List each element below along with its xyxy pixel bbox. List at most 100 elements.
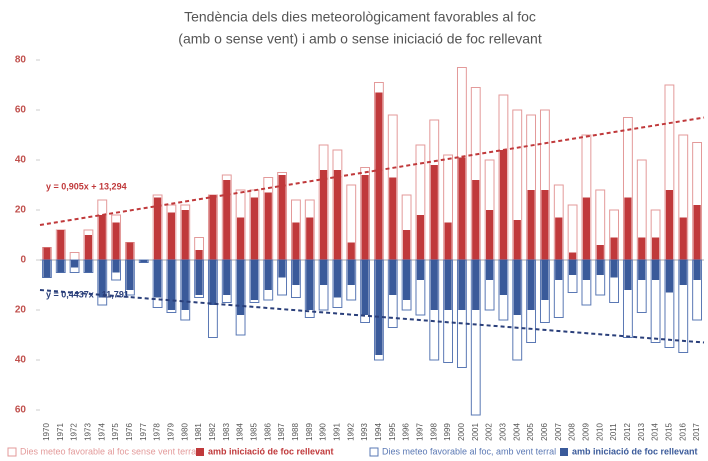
bar (541, 190, 549, 260)
bar (70, 260, 79, 268)
x-tick-label: 2017 (692, 423, 701, 441)
bar (568, 252, 577, 260)
trendline (39, 116, 705, 226)
bar (679, 217, 687, 260)
legend-label: amb iniciació de foc rellevant (572, 446, 698, 456)
trendline-label: y = 0,4437x - 11,791 (46, 289, 129, 299)
legend-label: Dies meteo favorable al foc sense vent t… (20, 446, 198, 456)
bar (167, 260, 176, 310)
bar (153, 260, 162, 298)
bar (389, 177, 397, 260)
bar (126, 260, 134, 290)
bar (513, 260, 521, 315)
x-tick-label: 2002 (485, 423, 494, 441)
bar (444, 222, 452, 260)
bar (665, 190, 674, 260)
trendline (39, 289, 705, 344)
x-tick-label: 1981 (194, 423, 203, 441)
bar (153, 197, 162, 260)
bar (499, 260, 508, 295)
x-tick-label: 1994 (374, 423, 383, 441)
x-tick-label: 2015 (665, 423, 674, 441)
bar (375, 92, 383, 260)
legend-marker (7, 447, 17, 457)
x-tick-label: 2013 (637, 423, 646, 441)
bar (375, 260, 383, 355)
x-tick-label: 1983 (222, 423, 231, 441)
bar (499, 150, 508, 260)
bar (181, 260, 189, 310)
x-tick-label: 1993 (360, 423, 369, 441)
x-tick-label: 1996 (402, 423, 411, 441)
bar (69, 252, 80, 261)
bar (167, 212, 176, 260)
bar (458, 157, 466, 260)
bar (402, 260, 411, 300)
bar (292, 260, 300, 285)
bar (292, 222, 300, 260)
y-tick-label: 40 (15, 355, 27, 366)
bar (416, 260, 425, 280)
bar (651, 260, 660, 280)
x-tick-label: 2006 (540, 423, 549, 441)
bar (98, 215, 106, 260)
bar (209, 195, 217, 260)
bar (278, 260, 286, 278)
x-tick-label: 2014 (651, 423, 660, 441)
bar (347, 242, 355, 260)
bar (389, 260, 397, 295)
bar (43, 260, 51, 278)
bar (112, 260, 120, 273)
bar (444, 260, 452, 310)
x-tick-label: 1985 (250, 423, 259, 441)
bar (472, 260, 480, 310)
bar (430, 165, 438, 260)
bar (458, 260, 466, 310)
x-tick-label: 1986 (263, 423, 272, 441)
x-tick-label: 2012 (623, 423, 632, 441)
bar (555, 217, 563, 260)
bar (527, 190, 535, 260)
bar (485, 210, 494, 260)
bar (140, 260, 148, 263)
bar (57, 260, 65, 273)
x-tick-label: 1997 (416, 423, 425, 441)
x-tick-label: 2016 (678, 423, 687, 441)
legend-marker (369, 447, 379, 457)
x-tick-label: 2010 (595, 423, 604, 441)
y-tick-label: 0 (20, 255, 26, 266)
bar (416, 215, 425, 260)
bar (567, 204, 578, 261)
y-tick-label: 60 (15, 405, 27, 416)
chart-title: (amb o sense vent) i amb o sense iniciac… (178, 31, 542, 47)
bar (665, 260, 674, 293)
bar (361, 260, 369, 315)
x-tick-label: 1976 (125, 423, 134, 441)
bar (693, 260, 701, 280)
x-tick-label: 2001 (471, 423, 480, 441)
bar (361, 175, 369, 260)
bar (582, 260, 591, 280)
bar (651, 237, 660, 260)
bar (223, 260, 231, 295)
bar (181, 210, 189, 260)
x-tick-label: 1971 (56, 423, 65, 441)
x-tick-label: 1992 (346, 423, 355, 441)
x-tick-label: 2004 (512, 423, 521, 441)
bar (693, 205, 701, 260)
legend-label: amb iniciació de foc rellevant (208, 446, 334, 456)
x-tick-label: 2007 (554, 423, 563, 441)
bar (264, 260, 272, 290)
x-tick-label: 1989 (305, 423, 314, 441)
bar (333, 170, 342, 260)
bar (527, 260, 535, 310)
bar (195, 250, 203, 260)
bar (472, 180, 480, 260)
bar (209, 260, 217, 305)
bar (402, 230, 411, 260)
bar (610, 260, 618, 278)
bar (84, 260, 93, 273)
y-tick-label: 40 (15, 155, 27, 166)
bar (596, 245, 604, 260)
